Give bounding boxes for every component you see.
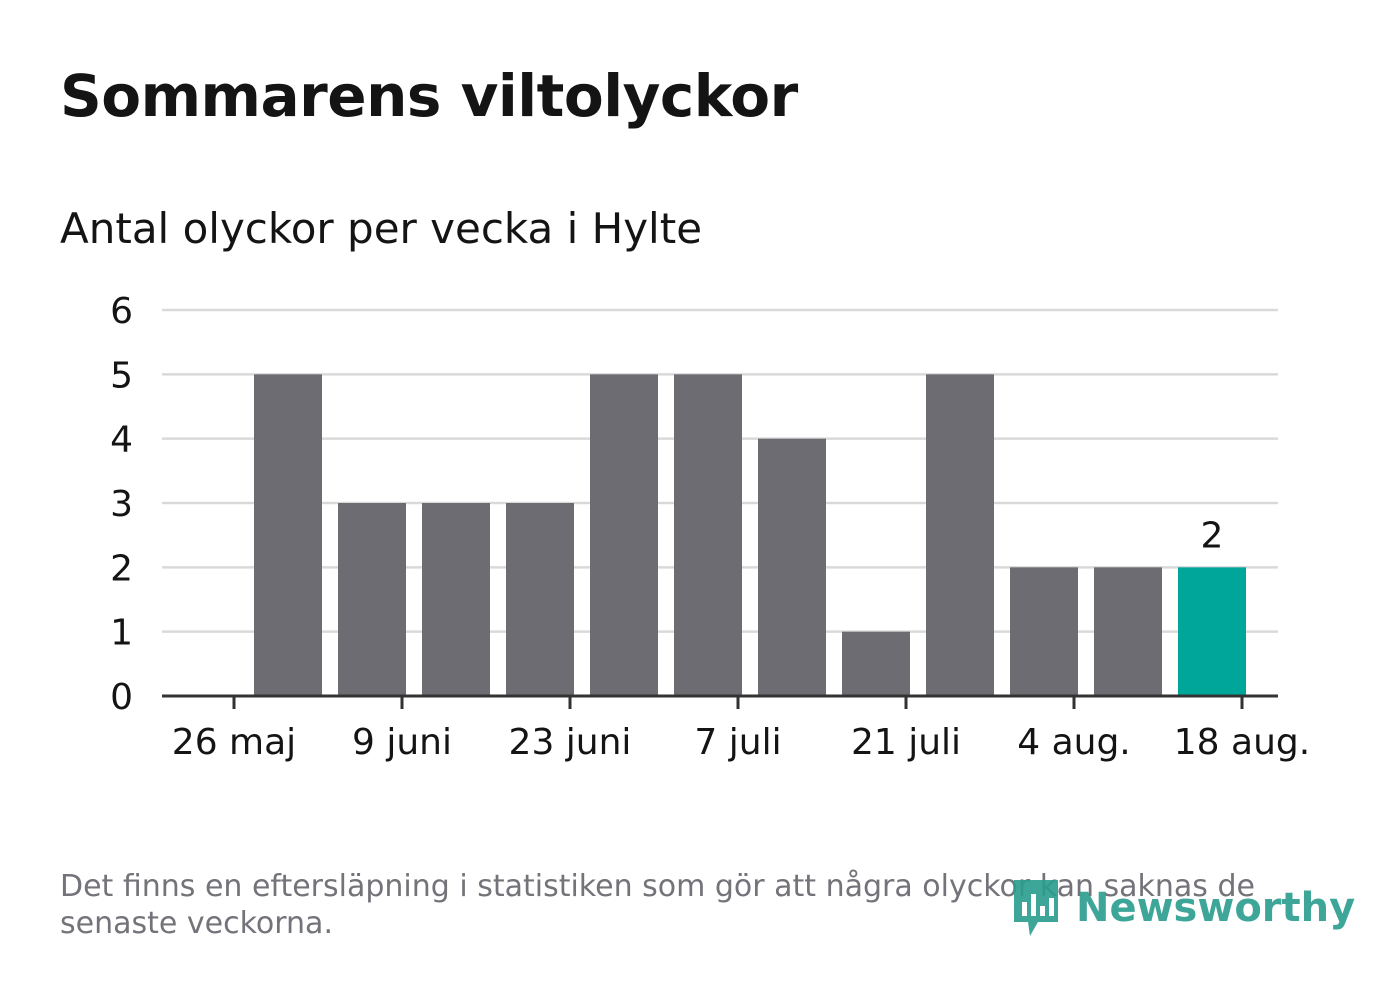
x-tick-label: 7 juli: [694, 722, 781, 763]
x-tick-label: 9 juni: [352, 722, 452, 763]
bar: [842, 631, 910, 696]
x-axis: 26 maj 9 juni 23 juni 7 juli 21 juli 4 aug. 18…: [162, 694, 1310, 763]
x-tick-label: 4 aug.: [1017, 722, 1131, 763]
newsworthy-logo-icon: [1014, 880, 1058, 936]
bars: [254, 374, 1246, 696]
bar: [1010, 567, 1078, 696]
bar: [338, 503, 406, 696]
bar: [506, 503, 574, 696]
y-tick-label: 6: [110, 291, 133, 332]
brand-name: Newsworthy: [1076, 885, 1356, 931]
chart-title: Sommarens viltolyckor: [60, 62, 798, 130]
y-tick-label: 2: [110, 548, 133, 589]
y-tick-label: 1: [110, 613, 133, 654]
bar: [254, 374, 322, 696]
bar: [758, 438, 826, 696]
y-tick-label: 3: [110, 484, 133, 525]
x-tick-label: 23 juni: [509, 722, 632, 763]
data-label: 2: [1201, 515, 1224, 556]
x-tick-label: 21 juli: [851, 722, 961, 763]
x-tick-label: 26 maj: [172, 722, 296, 763]
brand-logo: Newsworthy: [1010, 876, 1355, 940]
bar: [926, 374, 994, 696]
x-tick-label: 18 aug.: [1174, 722, 1310, 763]
y-axis-ticks: 0 1 2 3 4 5 6: [110, 291, 133, 718]
y-tick-label: 4: [110, 420, 133, 461]
bar: [1178, 567, 1246, 696]
bar: [1094, 567, 1162, 696]
bar: [590, 374, 658, 696]
y-tick-label: 0: [110, 677, 133, 718]
y-tick-label: 5: [110, 355, 133, 396]
bar: [674, 374, 742, 696]
chart-subtitle: Antal olyckor per vecka i Hylte: [60, 204, 703, 253]
bar: [422, 503, 490, 696]
data-labels: 2: [1201, 515, 1224, 556]
